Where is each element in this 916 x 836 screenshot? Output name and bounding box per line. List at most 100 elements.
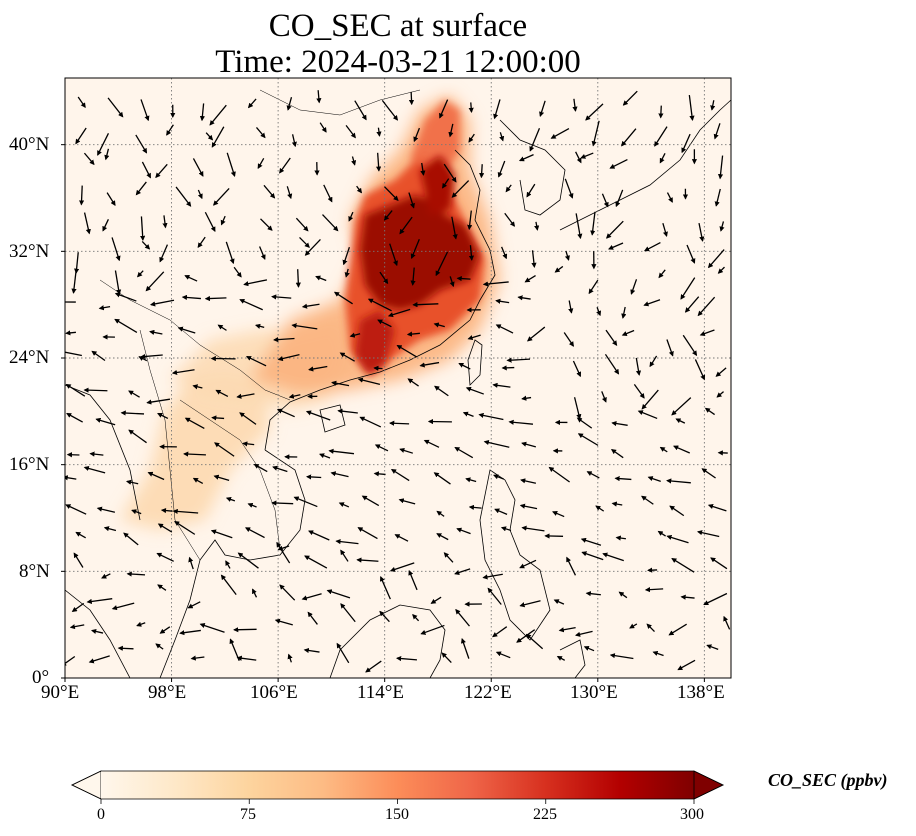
wind-arrow-7: [286, 97, 293, 111]
wind-arrow-357: [225, 560, 231, 569]
wind-arrow-168: [495, 298, 510, 304]
wind-arrow-305: [647, 476, 661, 482]
colorbar-tick-label-0: 0: [97, 806, 105, 823]
wind-arrow-61: [580, 152, 594, 159]
wind-arrow-353: [101, 573, 111, 579]
wind-arrow-201: [140, 353, 163, 360]
wind-arrow-186: [377, 319, 392, 328]
wind-arrow-36: [499, 132, 505, 142]
wind-arrow-257: [508, 419, 534, 425]
wind-arrow-341: [394, 534, 409, 542]
wind-arrow-395: [703, 592, 728, 606]
wind-arrow-392: [618, 591, 628, 599]
wind-arrow-112: [141, 240, 151, 250]
wind-arrow-40: [621, 128, 637, 147]
wind-arrow-373: [710, 557, 728, 570]
wind-arrow-430: [441, 652, 452, 664]
china-coast: [264, 149, 496, 451]
wind-arrow-94: [260, 218, 273, 231]
wind-arrow-136: [184, 275, 198, 282]
wind-arrow-409: [455, 608, 470, 627]
wind-arrow-139: [295, 269, 301, 288]
china-southwest-border: [99, 279, 291, 401]
wind-arrow-1: [107, 97, 124, 118]
wind-arrow-118: [304, 238, 321, 256]
wind-arrow-0: [77, 96, 86, 109]
wind-arrow-108: [698, 222, 705, 242]
wind-arrow-134: [136, 270, 144, 278]
wind-arrow-193: [605, 329, 618, 346]
wind-arrow-336: [244, 527, 265, 539]
y-tick-label-4: 32°N: [9, 241, 50, 262]
wind-arrow-397: [90, 628, 104, 634]
wind-arrow-268: [183, 451, 206, 457]
wind-arrow-62: [609, 158, 628, 169]
wind-arrow-376: [111, 602, 135, 611]
wind-arrow-169: [517, 295, 531, 301]
wind-arrow-297: [390, 468, 410, 482]
colorbar-tick-label-2: 150: [385, 806, 409, 823]
wind-arrow-243: [95, 417, 116, 426]
wind-arrow-431: [460, 638, 470, 659]
wind-arrow-18: [622, 90, 638, 106]
wind-arrow-247: [211, 415, 225, 421]
wind-arrow-89: [102, 219, 109, 232]
wind-arrow-405: [340, 603, 356, 623]
wind-arrow-124: [501, 246, 508, 260]
wind-arrow-372: [671, 558, 695, 573]
wind-arrow-172: [621, 306, 627, 319]
plume-high-north: [410, 100, 460, 175]
colorbar-tick-label-1: 75: [240, 806, 256, 823]
wind-arrow-421: [155, 643, 164, 650]
wind-arrow-386: [430, 596, 442, 604]
wind-arrow-382: [301, 593, 322, 601]
wind-arrow-13: [468, 102, 474, 114]
wind-arrow-393: [644, 587, 664, 593]
wind-arrow-226: [236, 393, 255, 399]
wind-arrow-324: [552, 511, 565, 518]
wind-arrow-325: [595, 505, 605, 512]
wind-arrow-227: [288, 393, 301, 399]
wind-arrow-19: [658, 105, 664, 119]
wind-arrow-213: [506, 357, 531, 363]
wind-arrow-56: [443, 163, 457, 183]
myanmar-border: [139, 329, 201, 561]
wind-arrow-364: [443, 552, 454, 563]
wind-arrow-255: [462, 411, 474, 417]
wind-arrow-272: [319, 453, 331, 459]
wind-arrow-350: [666, 534, 689, 544]
wind-arrow-54: [376, 152, 382, 172]
wind-arrow-362: [356, 557, 379, 563]
wind-arrow-401: [199, 623, 225, 633]
wind-arrow-294: [305, 474, 322, 480]
wind-arrow-435: [583, 646, 595, 652]
wind-arrow-2: [140, 99, 150, 122]
wind-arrow-178: [114, 318, 138, 334]
wind-arrow-34: [448, 123, 454, 138]
wind-arrow-53: [351, 156, 357, 166]
wind-arrow-333: [157, 523, 173, 533]
wind-arrow-209: [396, 344, 417, 358]
wind-arrow-413: [574, 630, 593, 637]
wind-arrow-49: [226, 152, 236, 177]
wind-arrow-4: [199, 103, 205, 122]
wind-arrow-322: [494, 508, 508, 515]
wind-arrow-334: [174, 521, 196, 535]
wind-arrow-331: [103, 526, 117, 532]
wind-arrow-106: [605, 220, 624, 239]
wind-arrow-128: [608, 242, 624, 250]
wind-arrow-97: [348, 211, 354, 222]
wind-arrow-185: [349, 332, 361, 338]
wind-arrow-74: [323, 184, 333, 203]
wind-arrow-230: [357, 377, 381, 385]
wind-arrow-281: [577, 433, 599, 446]
x-tick-label-5: 130°E: [570, 682, 618, 703]
wind-arrow-31: [345, 124, 356, 139]
wind-arrow-320: [436, 510, 445, 517]
wind-arrow-342: [436, 533, 449, 541]
wind-arrow-214: [572, 360, 582, 378]
y-tick-label-3: 24°N: [9, 347, 50, 368]
wind-arrow-427: [336, 642, 350, 664]
wind-arrow-16: [572, 98, 578, 112]
wind-arrow-436: [609, 653, 634, 660]
